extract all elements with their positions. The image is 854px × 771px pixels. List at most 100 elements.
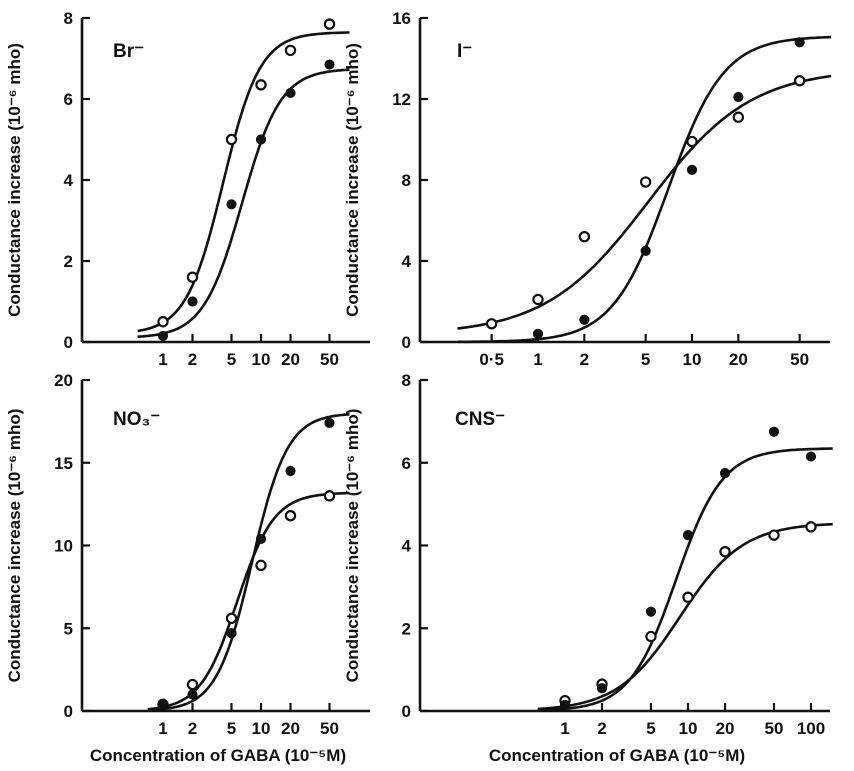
y-tick-label: 12 (392, 90, 411, 109)
x-tick-label: 2 (580, 350, 589, 369)
y-tick-label: 8 (402, 371, 411, 390)
panel-label: CNS⁻ (455, 409, 505, 430)
filled-circle-point (187, 689, 198, 700)
filled-circle-point (532, 328, 544, 339)
x-tick-label: 2 (188, 719, 197, 738)
filled-circle-point (645, 606, 657, 617)
y-tick-label: 5 (64, 619, 73, 638)
filled-circle-point (559, 699, 571, 710)
open-circle-point (284, 44, 297, 57)
fitted-curve (137, 31, 350, 333)
filled-circle-point (640, 245, 651, 256)
open-circle-point (732, 111, 745, 123)
y-tick-label: 8 (64, 9, 73, 28)
open-circle-point (645, 630, 657, 643)
fitted-curve (137, 68, 350, 338)
chart-panel: 0 2 4 6 8 1 2 5 10 20 50 100 Conductance increase (1… (343, 371, 833, 765)
open-circle-point (225, 133, 238, 146)
x-tick-label: 20 (716, 719, 735, 738)
open-circle-point (186, 678, 199, 691)
y-tick-label: 15 (54, 454, 73, 473)
filled-circle-point (226, 199, 237, 210)
open-circle-point (578, 230, 591, 243)
open-circle-point (157, 316, 169, 328)
filled-circle-point (285, 465, 296, 477)
y-tick-label: 2 (402, 619, 411, 638)
x-tick-label: 50 (790, 350, 809, 369)
filled-circle-point (226, 628, 237, 639)
x-tick-label: 10 (252, 350, 271, 369)
x-tick-label: 10 (252, 719, 271, 738)
x-tick-label: 20 (729, 350, 748, 369)
y-tick-label: 2 (64, 252, 73, 271)
x-tick-label: 10 (679, 719, 698, 738)
y-tick-label: 20 (54, 371, 73, 390)
y-tick-label: 6 (64, 90, 73, 109)
x-tick-label: 1 (158, 350, 167, 369)
fitted-curve (537, 447, 833, 712)
x-tick-label: 50 (765, 719, 784, 738)
y-axis-title: Conductance increase (10⁻⁶ mho) (5, 43, 24, 317)
x-tick-label: 1 (158, 719, 167, 738)
x-tick-label: 20 (281, 719, 300, 738)
x-tick-label: 0·5 (479, 350, 504, 369)
fitted-curve (147, 413, 350, 712)
x-tick-label: 100 (797, 719, 825, 738)
y-tick-label: 6 (402, 454, 411, 473)
x-tick-label: 20 (281, 350, 300, 369)
filled-circle-point (794, 37, 805, 48)
x-axis-title: Concentration of GABA (10⁻⁵M) (489, 746, 745, 765)
open-circle-point (225, 612, 238, 625)
open-circle-point (719, 546, 731, 558)
y-tick-label: 0 (64, 333, 73, 352)
y-tick-label: 0 (402, 702, 411, 721)
y-tick-label: 0 (402, 333, 411, 352)
y-tick-label: 0 (64, 702, 73, 721)
y-axis-title: Conductance increase (10⁻⁶ mho) (5, 409, 24, 683)
filled-circle-point (187, 296, 198, 307)
chart-panel: 0 2 4 6 8 1 2 5 10 20 50 Conductance increase (10⁻⁶… (5, 9, 370, 369)
open-circle-point (768, 529, 780, 541)
open-circle-point (255, 79, 267, 91)
open-circle-point (686, 135, 698, 148)
panel-label: NO₃⁻ (113, 409, 160, 430)
open-circle-point (284, 510, 297, 522)
filled-circle-point (324, 417, 335, 429)
open-circle-point (639, 176, 652, 188)
y-tick-label: 4 (402, 537, 412, 556)
x-tick-label: 5 (641, 350, 650, 369)
y-tick-label: 10 (54, 537, 73, 556)
open-circle-point (682, 591, 694, 603)
filled-circle-point (579, 314, 590, 325)
open-circle-point (485, 318, 498, 330)
filled-circle-point (157, 700, 169, 712)
filled-circle-point (719, 467, 731, 479)
x-tick-label: 1 (533, 350, 542, 369)
fitted-curve (147, 491, 350, 711)
chart-panel: 0 5 10 15 20 1 2 5 10 20 50 Conductance increase (1… (5, 371, 370, 765)
filled-circle-point (255, 134, 267, 145)
x-tick-label: 2 (188, 350, 197, 369)
x-axis-title: Concentration of GABA (10⁻⁵M) (90, 746, 346, 765)
panel-label: Br⁻ (113, 41, 144, 62)
open-circle-point (323, 18, 336, 30)
filled-circle-point (157, 330, 169, 342)
filled-circle-point (324, 59, 335, 70)
x-tick-label: 5 (227, 719, 236, 738)
x-tick-label: 2 (597, 719, 606, 738)
filled-circle-point (805, 451, 817, 462)
open-circle-point (532, 293, 544, 306)
filled-circle-point (768, 426, 780, 437)
filled-circle-point (686, 164, 698, 175)
open-circle-point (186, 271, 199, 283)
panel-label: I⁻ (457, 41, 472, 62)
y-axis-title: Conductance increase (10⁻⁶ mho) (343, 43, 362, 317)
fitted-curve (457, 35, 832, 344)
filled-circle-point (285, 87, 296, 99)
open-circle-point (793, 75, 806, 87)
x-tick-label: 50 (320, 719, 339, 738)
filled-circle-point (596, 683, 608, 694)
filled-circle-point (682, 530, 694, 541)
